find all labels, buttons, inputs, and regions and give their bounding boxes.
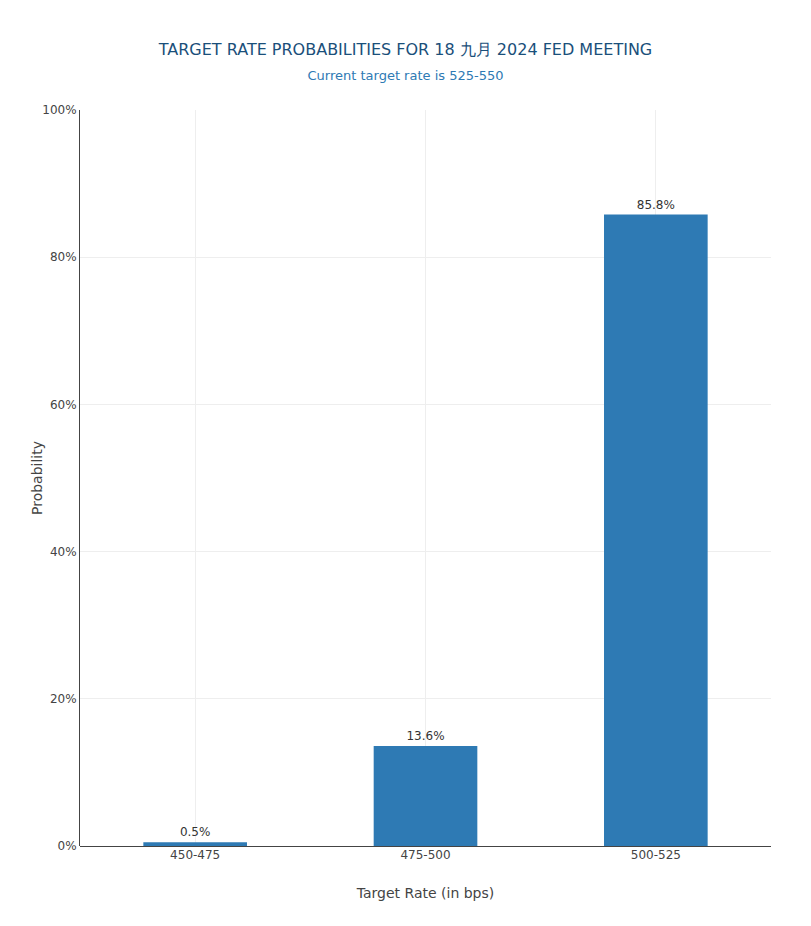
svg-text:40%: 40%	[50, 545, 77, 559]
svg-text:Target Rate (in bps): Target Rate (in bps)	[356, 885, 495, 901]
svg-text:TARGET RATE PROBABILITIES FOR: TARGET RATE PROBABILITIES FOR 18 九月 2024…	[158, 40, 653, 59]
svg-text:Probability: Probability	[29, 441, 45, 515]
svg-text:13.6%: 13.6%	[406, 729, 444, 743]
svg-text:500-525: 500-525	[631, 848, 681, 862]
svg-text:475-500: 475-500	[400, 848, 450, 862]
svg-text:100%: 100%	[42, 103, 76, 117]
svg-text:80%: 80%	[50, 250, 77, 264]
svg-text:450-475: 450-475	[170, 848, 220, 862]
svg-text:0%: 0%	[58, 839, 77, 853]
svg-text:Current target rate is 525-550: Current target rate is 525-550	[308, 68, 504, 83]
svg-text:0.5%: 0.5%	[180, 825, 211, 839]
svg-text:20%: 20%	[50, 692, 77, 706]
svg-text:60%: 60%	[50, 398, 77, 412]
svg-text:85.8%: 85.8%	[637, 198, 675, 212]
